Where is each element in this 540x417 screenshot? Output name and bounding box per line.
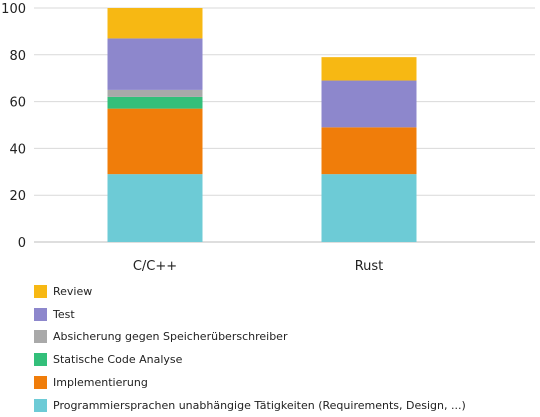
legend-swatch [34, 353, 47, 367]
legend-item: Test [34, 303, 466, 326]
legend-swatch [34, 330, 47, 344]
x-axis-ticks: C/C++ Rust [133, 259, 383, 274]
legend-label: Test [53, 307, 75, 321]
legend-swatch [34, 284, 47, 298]
bar-segment [107, 108, 203, 175]
legend-item: Statische Code Analyse [34, 348, 466, 371]
y-tick-label: 100 [1, 2, 26, 17]
legend-label: Statische Code Analyse [53, 353, 183, 367]
bar-segment [321, 80, 417, 128]
bars [107, 8, 417, 242]
legend-label: Absicherung gegen Speicherüberschreiber [53, 330, 288, 344]
y-tick-label: 60 [9, 96, 26, 111]
legend-label: Review [53, 284, 93, 298]
legend-label: Implementierung [53, 376, 148, 390]
y-axis-ticks: 0 20 40 60 80 100 [1, 2, 26, 251]
legend-swatch [34, 376, 47, 390]
bar-segment [107, 89, 203, 97]
y-tick-label: 40 [9, 142, 26, 157]
legend-item: Programmiersprachen unabhängige Tätigkei… [34, 394, 466, 417]
legend-item: Absicherung gegen Speicherüberschreiber [34, 326, 466, 349]
legend-swatch [34, 307, 47, 321]
legend-label: Programmiersprachen unabhängige Tätigkei… [53, 398, 466, 412]
y-tick-label: 20 [9, 189, 26, 204]
legend-swatch [34, 398, 47, 412]
bar-segment [107, 174, 203, 242]
legend: Review Test Absicherung gegen Speicherüber… [34, 280, 466, 417]
bar-segment [107, 8, 203, 39]
bar-segment [107, 38, 203, 90]
bar-segment [321, 174, 417, 242]
y-tick-label: 0 [18, 236, 26, 251]
legend-item: Review [34, 280, 466, 303]
bar-segment [321, 127, 417, 175]
x-tick-label: Rust [355, 259, 384, 274]
stacked-bar-chart: 0 20 40 60 80 100 C/C++ Rust [1, 2, 535, 274]
y-tick-label: 80 [9, 49, 26, 64]
bar-segment [321, 57, 417, 81]
legend-item: Implementierung [34, 371, 466, 394]
x-tick-label: C/C++ [133, 259, 177, 274]
bar-segment [107, 96, 203, 109]
